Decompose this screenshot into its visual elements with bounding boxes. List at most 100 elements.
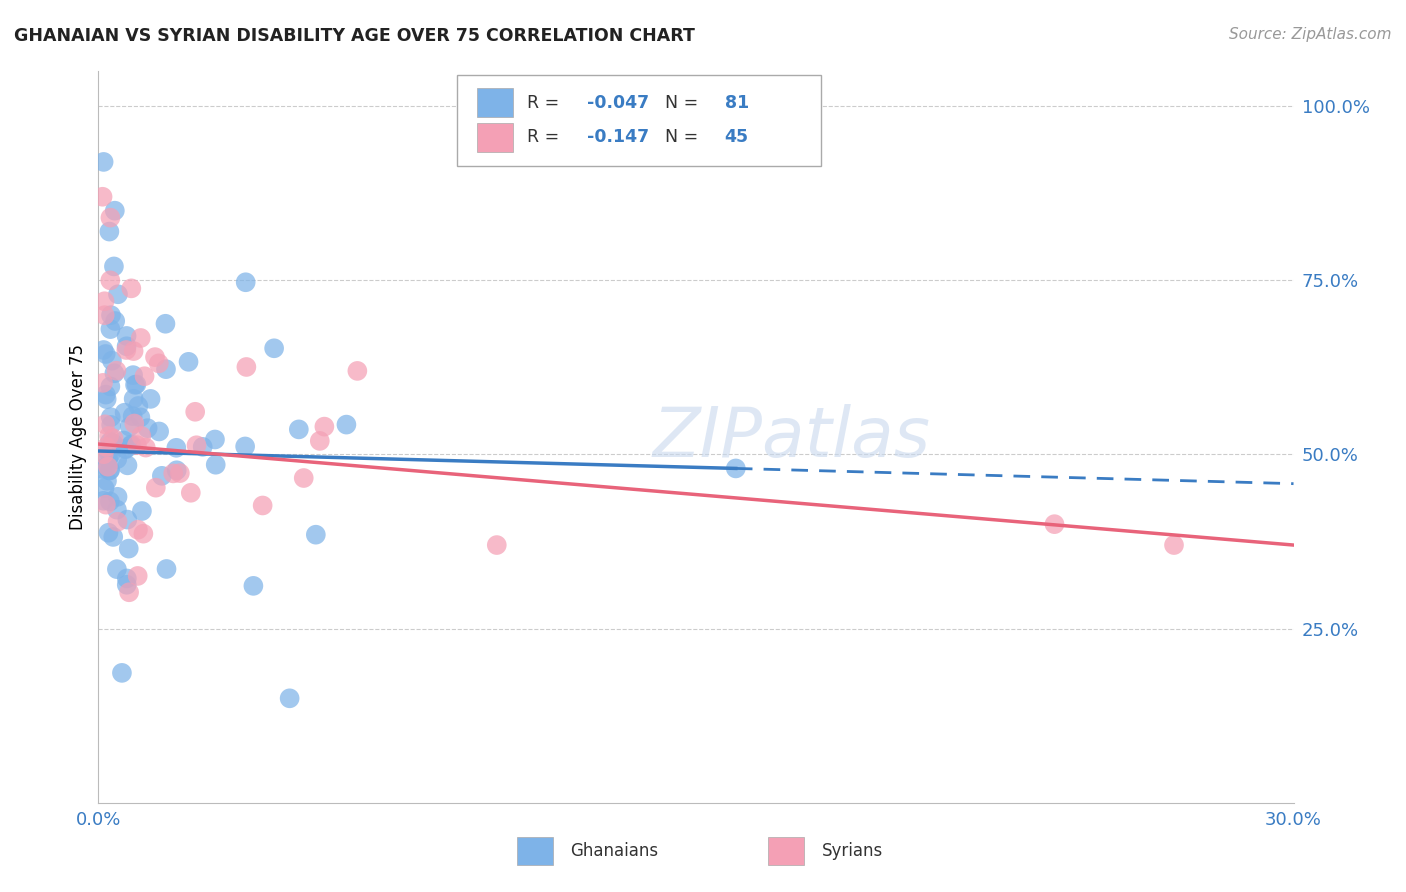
Point <box>169 466 191 480</box>
Point <box>165 441 187 455</box>
Point <box>184 405 207 419</box>
Point <box>127 569 149 583</box>
Point <box>98 429 121 443</box>
Y-axis label: Disability Age Over 75: Disability Age Over 75 <box>69 344 87 530</box>
Point <box>180 485 202 500</box>
Point <box>135 441 157 455</box>
Point <box>118 541 141 556</box>
Point <box>125 438 148 452</box>
Point <box>107 287 129 301</box>
Text: R =: R = <box>527 128 571 146</box>
Point <box>104 314 127 328</box>
Text: ZIPatlas: ZIPatlas <box>652 403 931 471</box>
Text: N =: N = <box>665 128 703 146</box>
Point <box>204 433 226 447</box>
Point <box>155 562 177 576</box>
Point <box>131 504 153 518</box>
Point <box>724 461 747 475</box>
Point <box>114 442 136 457</box>
Text: -0.147: -0.147 <box>588 128 650 146</box>
Point <box>120 281 142 295</box>
FancyBboxPatch shape <box>768 838 804 865</box>
Point <box>134 369 156 384</box>
Point <box>114 442 136 456</box>
Point <box>111 665 134 680</box>
Point <box>98 448 122 462</box>
Point <box>103 366 125 380</box>
Point <box>104 203 127 218</box>
Point <box>148 425 170 439</box>
Point <box>166 463 188 477</box>
Text: Source: ZipAtlas.com: Source: ZipAtlas.com <box>1229 27 1392 42</box>
Point <box>107 515 129 529</box>
Point <box>98 273 121 287</box>
Point <box>103 432 125 446</box>
Point <box>100 322 122 336</box>
Text: Syrians: Syrians <box>821 842 883 860</box>
Point <box>98 225 121 239</box>
Text: N =: N = <box>665 94 703 112</box>
Point <box>118 419 141 434</box>
Point <box>122 368 145 383</box>
Point <box>145 481 167 495</box>
Point <box>308 434 330 448</box>
Point <box>162 467 184 481</box>
Point <box>96 440 118 454</box>
Point <box>1043 517 1066 532</box>
Point <box>139 392 162 406</box>
Point <box>100 417 122 432</box>
Point <box>93 481 115 495</box>
Point <box>242 579 264 593</box>
Point <box>105 364 128 378</box>
Point <box>252 499 274 513</box>
Point <box>93 294 115 309</box>
Point <box>98 434 121 449</box>
Point <box>93 447 115 461</box>
Point <box>124 417 146 431</box>
Point <box>235 275 257 289</box>
Point <box>117 458 139 473</box>
Point <box>263 341 285 355</box>
Point <box>204 458 226 472</box>
Point <box>121 409 143 424</box>
Point <box>96 392 118 406</box>
Point <box>346 364 368 378</box>
Point <box>314 419 336 434</box>
Point <box>186 438 208 452</box>
Point <box>93 155 115 169</box>
FancyBboxPatch shape <box>517 838 553 865</box>
Point <box>115 571 138 585</box>
Point <box>485 538 508 552</box>
Point <box>103 530 125 544</box>
Text: R =: R = <box>527 94 565 112</box>
Point <box>118 585 141 599</box>
Point <box>143 350 166 364</box>
Point <box>335 417 357 432</box>
Point <box>120 439 142 453</box>
Point <box>115 329 138 343</box>
Point <box>97 451 120 466</box>
Point <box>94 498 117 512</box>
Point <box>127 399 149 413</box>
Point <box>93 308 115 322</box>
Point <box>94 347 117 361</box>
Point <box>93 493 115 508</box>
Point <box>96 474 118 488</box>
Point <box>103 260 125 274</box>
Point <box>98 494 121 508</box>
Text: Ghanaians: Ghanaians <box>571 842 658 860</box>
Point <box>93 343 115 357</box>
Point <box>105 502 128 516</box>
Point <box>136 421 159 435</box>
Point <box>1163 538 1185 552</box>
Point <box>94 417 117 432</box>
Point <box>97 445 120 459</box>
Point <box>288 422 311 436</box>
Point <box>235 359 257 374</box>
Point <box>155 317 177 331</box>
FancyBboxPatch shape <box>457 75 821 167</box>
Point <box>305 527 328 541</box>
FancyBboxPatch shape <box>477 88 513 118</box>
Point <box>124 377 146 392</box>
Point <box>94 387 117 401</box>
